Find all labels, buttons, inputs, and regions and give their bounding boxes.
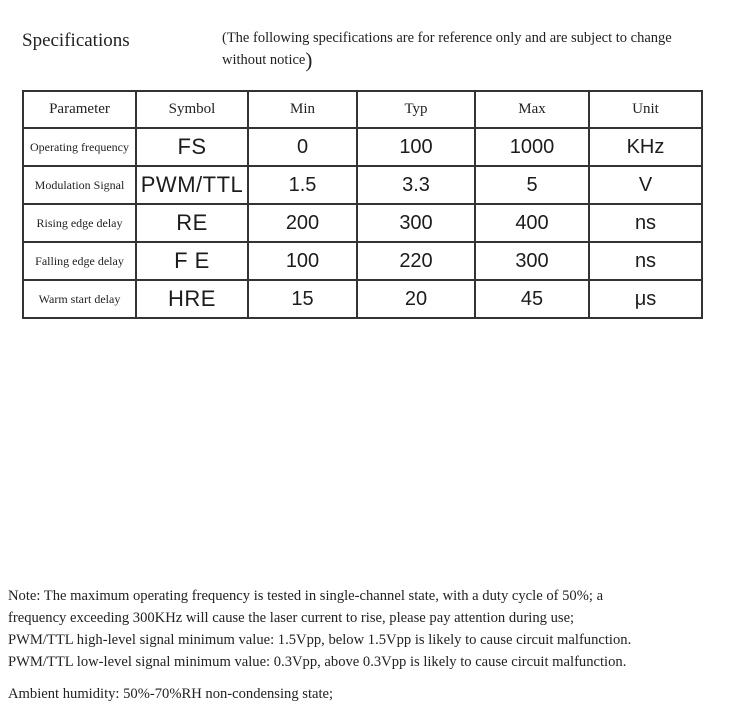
param-cell: Warm start delay: [22, 279, 137, 319]
min-cell: 15: [247, 279, 358, 319]
param-cell: Rising edge delay: [22, 203, 137, 243]
header-max: Max: [474, 90, 590, 129]
typ-cell: 100: [356, 127, 476, 167]
note-line-4: PWM/TTL low-level signal minimum value: …: [8, 654, 627, 670]
unit-cell: V: [588, 165, 703, 205]
symbol-cell: HRE: [135, 279, 249, 319]
page-subtitle: (The following specifications are for re…: [222, 27, 732, 71]
symbol-cell: F E: [135, 241, 249, 281]
table-row-warm-start-delay: Warm start delay HRE 15 20 45 μs: [22, 279, 703, 319]
unit-cell: ns: [588, 241, 703, 281]
min-cell: 100: [247, 241, 358, 281]
table-header-row: Parameter Symbol Min Typ Max Unit: [22, 90, 703, 129]
table-row-operating-frequency: Operating frequency FS 0 100 1000 KHz: [22, 127, 703, 167]
unit-cell: KHz: [588, 127, 703, 167]
page-title: Specifications: [22, 30, 130, 51]
subtitle-line-2-text: without notice: [222, 52, 306, 68]
min-cell: 200: [247, 203, 358, 243]
header-unit: Unit: [588, 90, 703, 129]
table-row-falling-edge-delay: Falling edge delay F E 100 220 300 ns: [22, 241, 703, 281]
table-row-rising-edge-delay: Rising edge delay RE 200 300 400 ns: [22, 203, 703, 243]
header-parameter: Parameter: [22, 90, 137, 129]
max-cell: 5: [474, 165, 590, 205]
header-typ: Typ: [356, 90, 476, 129]
max-cell: 300: [474, 241, 590, 281]
typ-cell: 20: [356, 279, 476, 319]
table-row-modulation-signal: Modulation Signal PWM/TTL 1.5 3.3 5 V: [22, 165, 703, 205]
param-cell: Falling edge delay: [22, 241, 137, 281]
note-block: Note: The maximum operating frequency is…: [8, 585, 631, 673]
symbol-cell: PWM/TTL: [135, 165, 249, 205]
note-line-1: Note: The maximum operating frequency is…: [8, 588, 604, 604]
typ-cell: 3.3: [356, 165, 476, 205]
header-symbol: Symbol: [135, 90, 249, 129]
unit-cell: ns: [588, 203, 703, 243]
header-min: Min: [247, 90, 358, 129]
ambient-humidity-note: Ambient humidity: 50%-70%RH non-condensi…: [8, 686, 334, 702]
symbol-cell: RE: [135, 203, 249, 243]
max-cell: 45: [474, 279, 590, 319]
subtitle-line-1: (The following specifications are for re…: [222, 30, 672, 46]
note-line-3: PWM/TTL high-level signal minimum value:…: [8, 632, 632, 648]
note-line-2: frequency exceeding 300KHz will cause th…: [8, 610, 575, 626]
max-cell: 1000: [474, 127, 590, 167]
unit-cell: μs: [588, 279, 703, 319]
typ-cell: 300: [356, 203, 476, 243]
param-cell: Operating frequency: [22, 127, 137, 167]
subtitle-line-2: without notice): [222, 49, 732, 71]
min-cell: 1.5: [247, 165, 358, 205]
max-cell: 400: [474, 203, 590, 243]
spec-table: Parameter Symbol Min Typ Max Unit Operat…: [22, 90, 703, 319]
symbol-cell: FS: [135, 127, 249, 167]
min-cell: 0: [247, 127, 358, 167]
subtitle-close-paren: ): [305, 48, 313, 72]
typ-cell: 220: [356, 241, 476, 281]
spec-table-container: Parameter Symbol Min Typ Max Unit Operat…: [22, 90, 703, 319]
param-cell: Modulation Signal: [22, 165, 137, 205]
